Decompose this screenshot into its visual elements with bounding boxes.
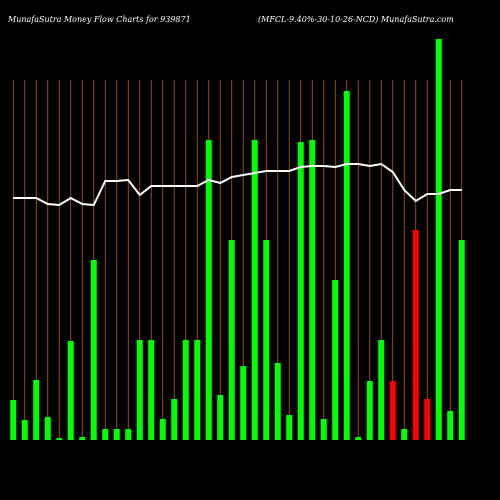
bar [458,240,465,440]
bar [412,230,419,440]
bar [194,340,201,440]
bar [159,419,166,440]
bar [148,340,155,440]
bar [10,400,17,440]
bar [217,395,224,440]
bar [125,429,132,440]
bar [171,399,178,440]
bar [182,340,189,440]
bar [67,341,74,440]
bar [366,381,373,440]
bar [79,437,86,440]
bar [90,260,97,440]
bar [355,437,362,440]
bar [102,429,109,440]
bar [136,340,143,440]
bar [286,415,293,440]
bar [33,380,40,440]
bar [205,140,212,440]
bar [56,438,63,440]
bar [401,429,408,440]
bar [435,39,442,440]
bar [389,381,396,440]
bar [251,140,258,440]
line [13,162,462,207]
bar [297,142,304,440]
chart-subtitle: (MFCL-9.40%-30-10-26-NCD) MunafaSutra.co… [258,15,454,24]
bar [424,399,431,440]
bar [228,240,235,440]
chart-title: MunafaSutra Money Flow Charts for 939871 [7,15,191,24]
bar [44,417,51,440]
bar [240,366,247,440]
bar [21,420,28,440]
bar [378,340,385,440]
bar [309,140,316,440]
bar [447,411,454,440]
bar [274,363,281,440]
bar [343,91,350,440]
bar [320,419,327,440]
bar [263,240,270,440]
bar [113,429,120,440]
bar [332,280,339,440]
